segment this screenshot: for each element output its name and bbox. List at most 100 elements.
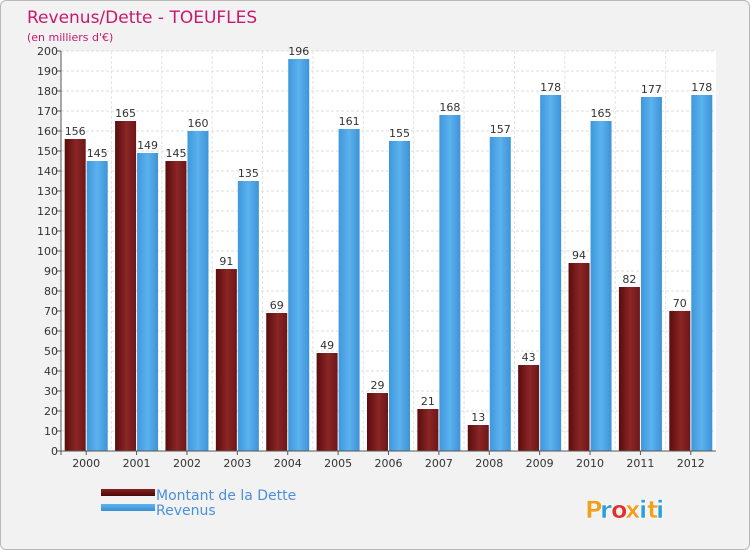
logo-letter: i bbox=[656, 496, 664, 524]
y-tick-label: 80 bbox=[44, 285, 58, 298]
x-tick-label: 2011 bbox=[626, 457, 654, 470]
logo-letter: r bbox=[600, 496, 612, 524]
y-tick-label: 50 bbox=[44, 345, 58, 358]
bar-dette bbox=[669, 311, 691, 451]
y-tick-label: 150 bbox=[37, 145, 58, 158]
y-tick-label: 20 bbox=[44, 405, 58, 418]
bar-dette bbox=[215, 269, 237, 451]
y-tick-label: 60 bbox=[44, 325, 58, 338]
bar-revenus bbox=[489, 137, 511, 451]
data-label-dette: 43 bbox=[522, 351, 536, 364]
grid bbox=[61, 50, 716, 451]
bar-revenus bbox=[540, 95, 562, 451]
data-label-revenus: 165 bbox=[591, 107, 612, 120]
x-tick-label: 2010 bbox=[576, 457, 604, 470]
bar-dette bbox=[64, 139, 86, 451]
data-label-dette: 70 bbox=[673, 297, 687, 310]
data-label-revenus: 155 bbox=[389, 127, 410, 140]
axes: 0 10 20 30 40 50 60 70 80 90 100 110 120 130 140 150 160… bbox=[37, 45, 716, 470]
y-tick-label: 130 bbox=[37, 185, 58, 198]
data-label-revenus: 160 bbox=[187, 117, 208, 130]
data-label-dette: 13 bbox=[471, 411, 485, 424]
bar-revenus bbox=[137, 153, 159, 451]
y-tick-label: 70 bbox=[44, 305, 58, 318]
proxiti-logo: Pr oxi ti bbox=[585, 496, 665, 525]
y-tick-label: 200 bbox=[37, 45, 58, 58]
data-label-dette: 69 bbox=[270, 299, 284, 312]
bar-dette bbox=[165, 161, 187, 451]
y-tick-label: 90 bbox=[44, 265, 58, 278]
data-label-revenus: 178 bbox=[540, 81, 561, 94]
x-tick-label: 2003 bbox=[223, 457, 251, 470]
legend-swatch-dette bbox=[101, 489, 155, 496]
data-label-dette: 49 bbox=[320, 339, 334, 352]
bar-dette bbox=[115, 121, 137, 451]
legend: Montant de la Dette Revenus bbox=[101, 488, 296, 519]
x-tick-label: 2005 bbox=[324, 457, 352, 470]
x-tick-label: 2004 bbox=[274, 457, 302, 470]
data-label-dette: 94 bbox=[572, 249, 586, 262]
data-label-dette: 165 bbox=[115, 107, 136, 120]
x-tick-label: 2007 bbox=[425, 457, 453, 470]
data-label-dette: 156 bbox=[65, 125, 86, 138]
data-label-revenus: 196 bbox=[288, 45, 309, 58]
logo-letter: o bbox=[611, 496, 628, 524]
bar-revenus bbox=[338, 129, 360, 451]
x-tick-label: 2009 bbox=[526, 457, 554, 470]
data-label-dette: 145 bbox=[165, 147, 186, 160]
y-tick-label: 180 bbox=[37, 85, 58, 98]
y-tick-label: 0 bbox=[51, 445, 58, 458]
data-label-revenus: 149 bbox=[137, 139, 158, 152]
data-label-dette: 29 bbox=[371, 379, 385, 392]
data-label-revenus: 135 bbox=[238, 167, 259, 180]
x-tick-label: 2006 bbox=[375, 457, 403, 470]
x-tick-label: 2002 bbox=[173, 457, 201, 470]
y-tick-label: 160 bbox=[37, 125, 58, 138]
data-label-revenus: 168 bbox=[439, 101, 460, 114]
bar-revenus bbox=[237, 181, 259, 451]
bar-dette bbox=[467, 425, 489, 451]
logo-letter: x bbox=[625, 496, 641, 524]
bar-dette bbox=[417, 409, 439, 451]
data-label-dette: 82 bbox=[622, 273, 636, 286]
data-label-dette: 91 bbox=[219, 255, 233, 268]
data-label-revenus: 177 bbox=[641, 83, 662, 96]
data-label-revenus: 145 bbox=[87, 147, 108, 160]
bar-revenus bbox=[389, 141, 410, 451]
y-tick-label: 120 bbox=[37, 205, 58, 218]
y-tick-label: 140 bbox=[37, 165, 58, 178]
bar-dette bbox=[568, 263, 590, 451]
x-tick-label: 2001 bbox=[123, 457, 151, 470]
y-tick-label: 110 bbox=[37, 225, 58, 238]
x-tick-label: 2000 bbox=[72, 457, 100, 470]
bar-dette bbox=[518, 365, 540, 451]
bar-dette bbox=[266, 313, 288, 451]
legend-swatch-revenus bbox=[101, 504, 155, 511]
bar-revenus bbox=[590, 121, 612, 451]
y-tick-label: 170 bbox=[37, 105, 58, 118]
data-label-dette: 21 bbox=[421, 395, 435, 408]
logo-letter: t bbox=[647, 496, 658, 524]
bar-revenus bbox=[439, 115, 461, 451]
data-label-revenus: 157 bbox=[490, 123, 511, 136]
chart-subtitle: (en milliers d'€) bbox=[27, 31, 113, 44]
logo-letter: P bbox=[585, 496, 603, 524]
bar-dette bbox=[618, 287, 640, 451]
bar-revenus bbox=[86, 161, 108, 451]
bar-revenus bbox=[187, 131, 209, 451]
chart-title: Revenus/Dette - TOEUFLES bbox=[27, 8, 257, 28]
bar-dette bbox=[316, 353, 338, 451]
data-label-revenus: 178 bbox=[691, 81, 712, 94]
data-labels: 1561451651491451609113569196491612915521… bbox=[65, 45, 713, 424]
bar-revenus bbox=[691, 95, 713, 451]
x-tick-label: 2008 bbox=[475, 457, 503, 470]
bar-dette bbox=[367, 393, 388, 451]
x-tick-label: 2012 bbox=[677, 457, 705, 470]
bar-revenus bbox=[640, 97, 662, 451]
y-tick-label: 30 bbox=[44, 385, 58, 398]
y-tick-label: 40 bbox=[44, 365, 58, 378]
legend-label-dette: Montant de la Dette bbox=[156, 488, 296, 504]
legend-label-revenus: Revenus bbox=[156, 503, 216, 519]
